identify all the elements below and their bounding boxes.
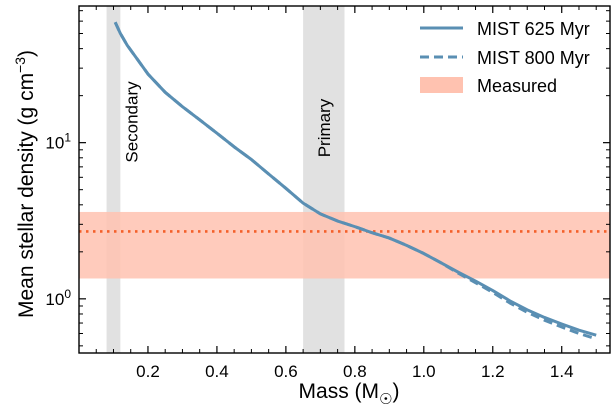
mass-regions — [106, 6, 345, 353]
legend-label-mist-625: MIST 625 Myr — [477, 19, 590, 39]
x-axis-label-sub: ☉ — [379, 391, 392, 407]
legend-swatch-measured — [420, 77, 463, 93]
y-axis-label: Mean stellar density (g cm−3) — [12, 50, 38, 318]
y-axis-label-main: Mean stellar density (g cm — [15, 73, 38, 318]
y-tick-label-base: 10 — [45, 134, 64, 153]
x-tick-label: 1.4 — [550, 362, 574, 381]
region-labels: Secondary Primary — [122, 81, 333, 163]
y-tick-label-exponent: 1 — [64, 131, 71, 145]
x-axis-label: Mass (M☉) — [299, 380, 400, 407]
x-tick-label: 0.4 — [205, 362, 229, 381]
region-secondary — [106, 6, 121, 353]
region-primary — [303, 6, 345, 353]
x-tick-label: 1.0 — [412, 362, 436, 381]
axes-frame — [78, 5, 611, 354]
y-tick-label: 101 — [45, 131, 71, 153]
legend-label-mist-800: MIST 800 Myr — [477, 48, 590, 68]
y-tick-label-base: 10 — [45, 290, 64, 309]
region-label-primary: Primary — [315, 98, 334, 157]
plot-frame — [78, 5, 611, 354]
region-label-secondary: Secondary — [122, 81, 141, 163]
y-tick-label: 100 — [45, 287, 71, 309]
y-tick-label-exponent: 0 — [64, 287, 71, 301]
x-tick-label: 1.2 — [481, 362, 505, 381]
x-tick-label: 0.8 — [343, 362, 367, 381]
y-axis-label-close: ) — [15, 50, 38, 57]
x-axis-label-main: Mass (M — [299, 380, 380, 403]
series-line-mist-625-myr — [113, 21, 597, 337]
legend: MIST 625 Myr MIST 800 Myr Measured — [420, 19, 590, 96]
y-axis-label-sup: −3 — [12, 57, 28, 73]
series-line-mist-800-myr — [113, 21, 597, 341]
x-axis-label-close: ) — [392, 380, 399, 403]
x-tick-label: 0.6 — [274, 362, 298, 381]
x-tick-label: 0.2 — [136, 362, 160, 381]
legend-label-measured: Measured — [477, 76, 557, 96]
series-layer — [113, 21, 597, 341]
